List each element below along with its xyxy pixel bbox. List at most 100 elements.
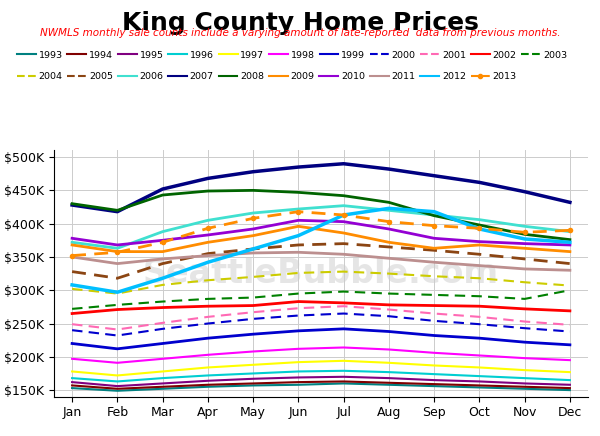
2005 xyxy=(521,256,528,262)
2003 xyxy=(521,296,528,302)
2008 xyxy=(68,201,76,206)
2011 xyxy=(476,263,483,268)
Line: 2013: 2013 xyxy=(70,209,572,259)
2001 xyxy=(385,307,392,312)
1999 xyxy=(68,341,76,346)
1997 xyxy=(476,365,483,370)
1999 xyxy=(385,329,392,334)
1993 xyxy=(385,382,392,388)
1995 xyxy=(295,375,302,380)
1999 xyxy=(431,333,438,338)
2005 xyxy=(295,242,302,248)
2002 xyxy=(159,305,166,310)
Line: 2002: 2002 xyxy=(72,302,570,313)
2001 xyxy=(68,322,76,327)
Line: 2011: 2011 xyxy=(72,252,570,270)
2000 xyxy=(159,326,166,331)
2012 xyxy=(295,233,302,238)
1994 xyxy=(385,380,392,385)
2001 xyxy=(295,306,302,311)
2001 xyxy=(204,314,211,320)
2003 xyxy=(159,299,166,304)
2009 xyxy=(385,240,392,245)
2005 xyxy=(340,241,347,246)
2005 xyxy=(68,269,76,274)
2000 xyxy=(204,321,211,326)
1994 xyxy=(566,385,574,391)
2007 xyxy=(250,169,257,174)
2013 xyxy=(340,212,347,218)
2007 xyxy=(159,187,166,192)
1996 xyxy=(204,373,211,378)
1996 xyxy=(114,379,121,384)
2007 xyxy=(385,167,392,172)
2006 xyxy=(68,240,76,245)
2010 xyxy=(340,219,347,224)
2004 xyxy=(159,282,166,287)
1998 xyxy=(521,355,528,361)
1994 xyxy=(250,381,257,386)
2002 xyxy=(250,303,257,308)
1999 xyxy=(521,340,528,345)
2009 xyxy=(68,242,76,248)
1993 xyxy=(521,386,528,392)
2004 xyxy=(566,283,574,288)
2004 xyxy=(114,291,121,296)
2008 xyxy=(521,232,528,237)
2010 xyxy=(204,232,211,238)
2002 xyxy=(68,311,76,316)
2005 xyxy=(159,261,166,266)
2006 xyxy=(431,212,438,218)
Line: 2010: 2010 xyxy=(72,220,570,245)
2000 xyxy=(250,316,257,321)
2005 xyxy=(431,248,438,253)
2001 xyxy=(521,319,528,324)
1994 xyxy=(295,379,302,385)
2001 xyxy=(250,310,257,315)
1998 xyxy=(204,352,211,358)
1996 xyxy=(566,378,574,383)
1998 xyxy=(476,353,483,358)
Line: 2006: 2006 xyxy=(72,206,570,248)
2013 xyxy=(476,226,483,231)
2013 xyxy=(250,216,257,221)
1993 xyxy=(68,385,76,391)
2006 xyxy=(566,229,574,234)
1997 xyxy=(114,373,121,378)
1997 xyxy=(68,369,76,374)
2007 xyxy=(114,209,121,214)
2004 xyxy=(68,286,76,292)
2013 xyxy=(385,219,392,224)
2000 xyxy=(114,333,121,338)
2011 xyxy=(431,260,438,265)
2006 xyxy=(340,203,347,208)
2006 xyxy=(476,217,483,222)
1998 xyxy=(295,346,302,351)
Line: 1994: 1994 xyxy=(72,382,570,389)
2010 xyxy=(68,236,76,241)
2007 xyxy=(204,176,211,181)
2012 xyxy=(385,206,392,211)
2006 xyxy=(521,224,528,229)
1998 xyxy=(340,345,347,350)
2000 xyxy=(476,322,483,327)
2004 xyxy=(204,278,211,283)
1995 xyxy=(68,379,76,385)
2013 xyxy=(431,223,438,228)
2007 xyxy=(431,173,438,178)
2002 xyxy=(476,303,483,309)
2000 xyxy=(431,318,438,324)
1994 xyxy=(431,382,438,387)
2002 xyxy=(521,306,528,311)
Line: 2000: 2000 xyxy=(72,313,570,336)
1993 xyxy=(340,381,347,386)
2006 xyxy=(159,229,166,234)
2010 xyxy=(385,226,392,232)
2006 xyxy=(204,218,211,223)
Line: 2008: 2008 xyxy=(72,191,570,240)
Line: 1995: 1995 xyxy=(72,377,570,386)
2010 xyxy=(295,218,302,223)
1996 xyxy=(250,371,257,376)
2002 xyxy=(431,303,438,308)
Text: King County Home Prices: King County Home Prices xyxy=(122,11,478,35)
